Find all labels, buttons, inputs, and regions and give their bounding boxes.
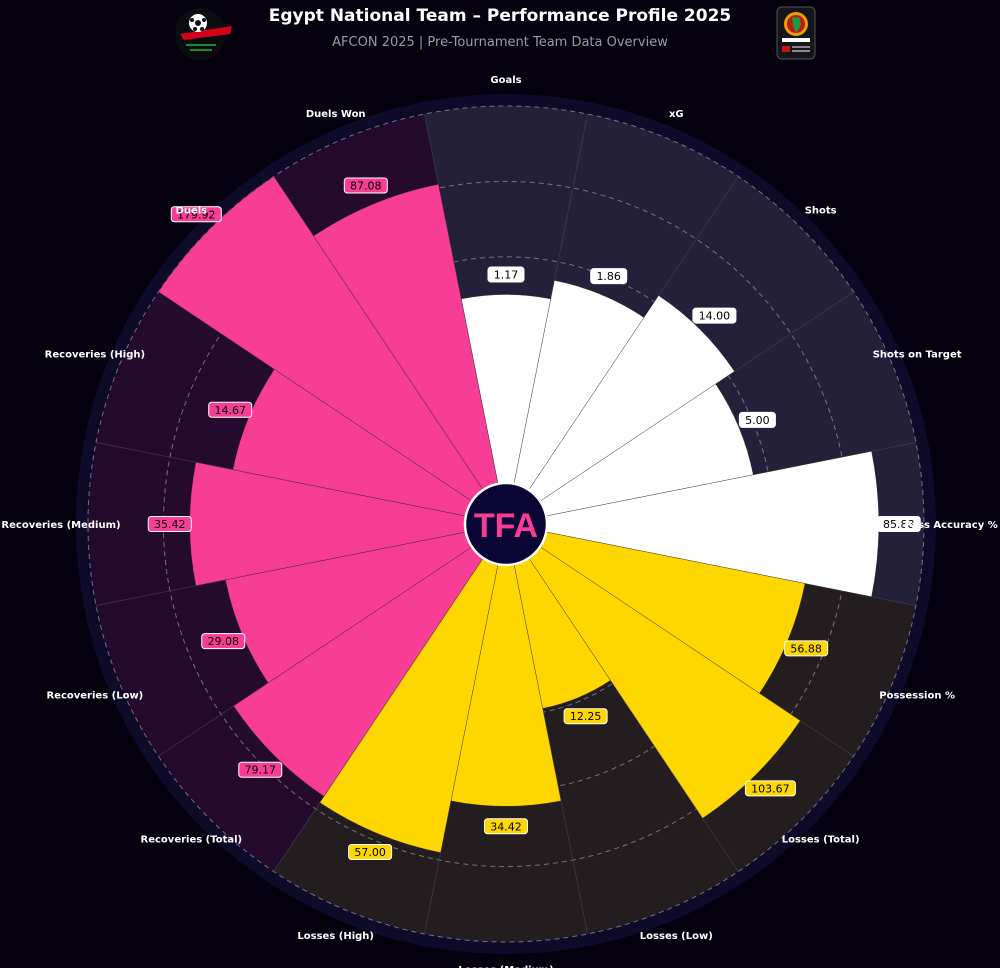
value-label: 14.67 — [214, 404, 246, 417]
category-label: Shots on Target — [873, 350, 962, 361]
category-label: Duels — [176, 205, 208, 216]
value-label: 5.00 — [745, 414, 770, 427]
bars-layer — [158, 176, 879, 853]
value-label-box — [343, 177, 388, 194]
value-label-box — [201, 633, 246, 650]
center-badge: TFA — [463, 481, 549, 567]
value-label-box — [238, 761, 283, 778]
grid-ring — [87, 105, 925, 943]
center-badge-text: TFA — [474, 507, 538, 545]
category-label: Goals — [490, 75, 521, 86]
value-label-box — [738, 411, 776, 428]
value-label: 56.88 — [790, 642, 822, 655]
value-label: 29.08 — [207, 635, 239, 648]
egypt-fa-logo-icon — [176, 8, 232, 60]
value-label: 179.92 — [177, 208, 216, 221]
category-label: Losses (Total) — [782, 835, 860, 846]
category-label: Losses (Low) — [640, 931, 713, 942]
value-label-box — [590, 268, 628, 285]
value-label: 57.00 — [354, 846, 386, 859]
value-label-box — [484, 818, 528, 835]
chart-subtitle: AFCON 2025 | Pre-Tournament Team Data Ov… — [332, 35, 668, 50]
value-label-box — [563, 708, 608, 725]
value-label: 103.67 — [751, 782, 790, 795]
category-label: Shots — [805, 205, 837, 216]
value-label: 79.17 — [245, 764, 277, 777]
chart-title: Egypt National Team – Performance Profil… — [268, 6, 732, 26]
category-label: Recoveries (Low) — [46, 690, 143, 701]
value-label-box — [692, 307, 737, 324]
category-label: Possession % — [879, 690, 955, 701]
category-label: Losses (Medium) — [458, 965, 553, 968]
value-label: 35.42 — [154, 518, 186, 531]
value-label: 87.08 — [350, 180, 382, 193]
value-label: 12.25 — [570, 710, 602, 723]
value-labels-layer: 1.17 1.86 14.00 5.00 85.88 56.88 103.67 12.25 34… — [147, 177, 921, 861]
category-label: Duels Won — [306, 109, 366, 120]
value-label: 34.42 — [490, 820, 522, 833]
value-label-box — [147, 516, 192, 532]
value-label: 14.00 — [699, 310, 731, 323]
category-label: Losses (High) — [297, 931, 374, 942]
value-label: 85.88 — [883, 518, 915, 531]
value-label-box — [348, 844, 393, 861]
value-label-box — [744, 780, 796, 797]
value-label-box — [784, 640, 829, 657]
category-label: Pass Accuracy % — [904, 520, 998, 531]
category-label: Recoveries (High) — [45, 350, 145, 361]
category-label: xG — [669, 109, 684, 120]
category-labels-layer: Goals xG Shots Shots on Target Pass Accuracy… — [1, 75, 997, 968]
value-label-box — [487, 266, 525, 283]
category-label: Recoveries (Medium) — [1, 520, 120, 531]
value-label-box — [876, 516, 921, 532]
value-label: 1.17 — [494, 269, 519, 282]
category-label: Recoveries (Total) — [141, 835, 243, 846]
caf-afcon-logo-icon — [776, 6, 816, 60]
value-label-box — [170, 206, 222, 223]
value-label: 1.86 — [596, 270, 621, 283]
value-label-box — [208, 401, 253, 418]
